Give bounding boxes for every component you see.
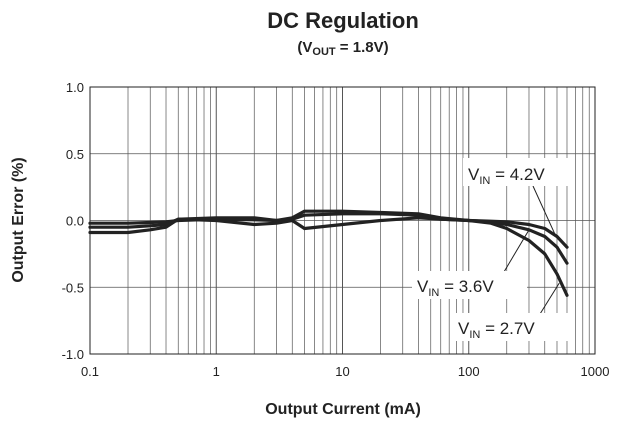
- x-tick-label: 1: [213, 364, 220, 379]
- series-line-1: [88, 209, 569, 265]
- series-label-vin-2-7: VIN = 2.7V: [458, 319, 535, 341]
- tick-labels: 0.1 1 10 100 1000 1.0 0.5 0.0 -0.5 -1.0: [62, 80, 610, 379]
- chart-subtitle: (VOUT = 1.8V): [297, 39, 388, 58]
- annotation-leader-2: [539, 282, 560, 315]
- annotation-leader-0: [532, 185, 556, 235]
- series-label-bg-2: [453, 313, 568, 341]
- chart-subtitle-prefix: (V: [297, 39, 312, 56]
- plot-frame: [89, 86, 596, 355]
- x-tick-label: 1000: [581, 364, 610, 379]
- series-line-2: [88, 216, 569, 297]
- y-tick-label: -0.5: [62, 280, 84, 295]
- y-tick-label: -1.0: [62, 347, 84, 362]
- series-labels: VIN = 4.2V VIN = 3.6V VIN = 2.7V: [412, 158, 573, 341]
- chart-subtitle-subscript: OUT: [312, 46, 336, 58]
- x-tick-label: 10: [335, 364, 349, 379]
- y-tick-label: 0.0: [66, 214, 84, 229]
- series-label-vin-4-2: VIN = 4.2V: [468, 165, 545, 187]
- y-tick-label: 0.5: [66, 147, 84, 162]
- chart-title: DC Regulation: [267, 8, 419, 33]
- y-axis-title: Output Error (%): [10, 157, 27, 282]
- y-tick-label: 1.0: [66, 80, 84, 95]
- x-tick-label: 0.1: [81, 364, 99, 379]
- series-line-0: [88, 212, 569, 249]
- chart-subtitle-suffix: = 1.8V): [336, 39, 389, 56]
- x-tick-label: 100: [458, 364, 480, 379]
- x-axis-title: Output Current (mA): [265, 401, 421, 418]
- series-label-bg-1: [412, 271, 527, 299]
- series-label-bg-0: [463, 158, 573, 186]
- series-lines: [88, 209, 569, 297]
- series-label-vin-3-6: VIN = 3.6V: [417, 277, 494, 299]
